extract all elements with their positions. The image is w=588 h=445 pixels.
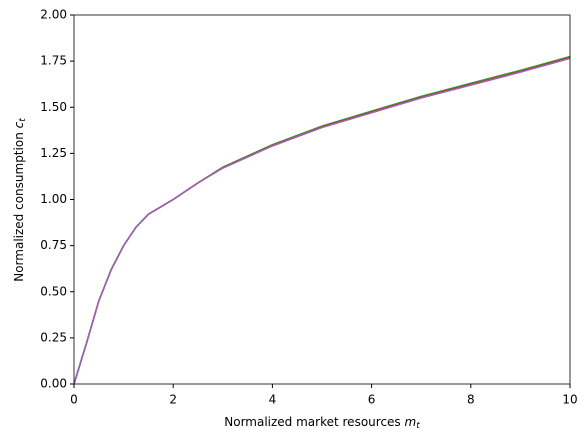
x-label-text: Normalized market resources: [224, 415, 400, 429]
y-tick-label: 0.50: [40, 284, 67, 298]
y-label-sub: t: [18, 118, 28, 122]
series-line: [73, 55, 571, 385]
plot-frame: [73, 14, 571, 385]
y-label-text: Normalized consumption: [12, 132, 26, 282]
x-tick-label: 10: [562, 393, 577, 407]
y-tick-label: 2.00: [40, 8, 67, 22]
x-tick-label: 0: [70, 393, 78, 407]
x-tick-label: 6: [368, 393, 376, 407]
series-line: [73, 57, 571, 385]
x-label-sub: t: [416, 421, 420, 431]
series-line: [73, 56, 571, 385]
x-tick-label: 8: [467, 393, 475, 407]
x-label-var: m: [405, 415, 417, 429]
y-tick-label: 0.00: [40, 377, 67, 391]
y-axis-label: Normalized consumption ct: [12, 118, 28, 282]
series-line: [73, 56, 571, 385]
series-line: [73, 56, 571, 385]
x-tick-label: 4: [269, 393, 277, 407]
y-tick-label: 1.75: [40, 54, 67, 68]
y-tick-label: 1.00: [40, 192, 67, 206]
y-tick-label: 1.25: [40, 146, 67, 160]
y-tick-label: 0.75: [40, 238, 67, 252]
y-tick-label: 0.25: [40, 330, 67, 344]
x-axis-label: Normalized market resources mt: [224, 415, 420, 431]
x-tick-label: 2: [169, 393, 177, 407]
y-label-var: c: [12, 121, 26, 128]
y-tick-label: 1.50: [40, 100, 67, 114]
